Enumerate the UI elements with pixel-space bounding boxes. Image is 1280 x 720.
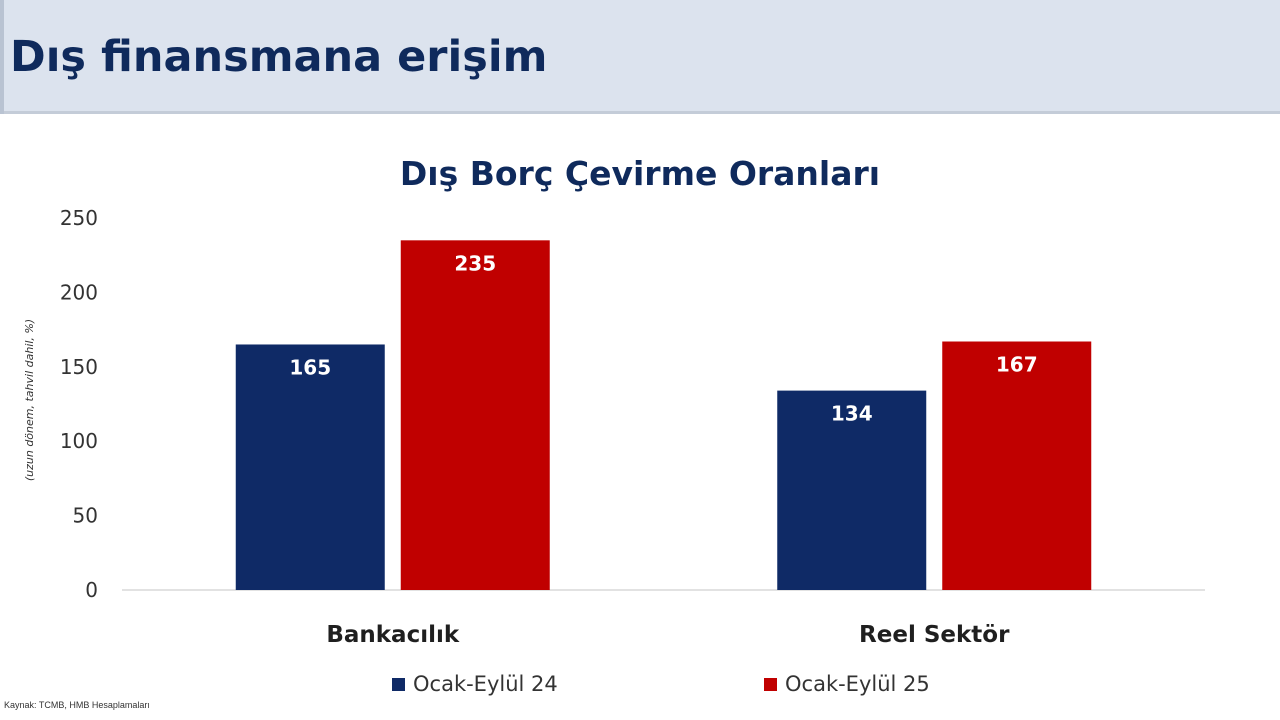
y-tick-label: 150 <box>60 355 98 379</box>
bar <box>235 344 385 590</box>
x-tick-label: Bankacılık <box>326 622 460 648</box>
legend-swatch <box>764 678 777 691</box>
bar <box>400 240 550 590</box>
legend-label: Ocak-Eylül 24 <box>413 672 558 696</box>
bar-chart: 0 50 100 150 200 250 (uzun dönem, tahvil dahil… <box>23 206 1205 696</box>
source-note: Kaynak: TCMB, HMB Hesaplamaları <box>4 700 150 710</box>
data-label: 167 <box>996 353 1038 377</box>
data-label: 165 <box>289 355 331 379</box>
legend-swatch <box>392 678 405 691</box>
page-title: Dış finansmana erişim <box>10 32 548 82</box>
legend-label: Ocak-Eylül 25 <box>785 672 930 696</box>
chart-area: Dış Borç Çevirme Oranları 0 50 100 150 200 25… <box>0 114 1280 720</box>
y-tick-label: 0 <box>85 578 98 602</box>
header-band <box>0 0 1280 114</box>
y-tick-label: 250 <box>60 206 98 230</box>
chart-title: Dış Borç Çevirme Oranları <box>399 154 881 193</box>
data-label: 134 <box>831 402 873 426</box>
y-tick-label: 200 <box>60 280 98 304</box>
bar <box>942 341 1092 590</box>
header-edge <box>0 0 4 114</box>
y-tick-label: 50 <box>73 504 98 528</box>
bar <box>777 390 927 590</box>
data-label: 235 <box>454 251 496 275</box>
y-tick-label: 100 <box>60 429 98 453</box>
x-tick-label: Reel Sektör <box>859 622 1010 648</box>
y-axis-label: (uzun dönem, tahvil dahil, %) <box>23 319 36 481</box>
